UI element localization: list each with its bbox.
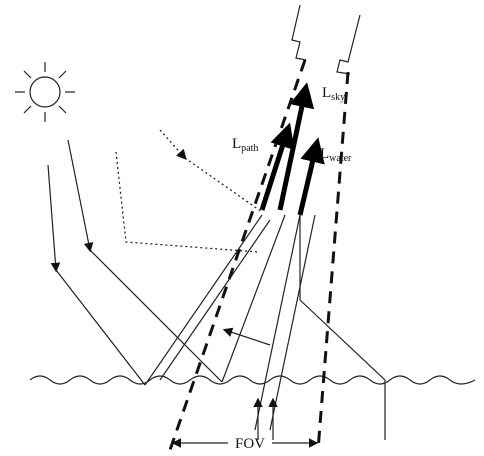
radiance-arrows bbox=[262, 92, 316, 215]
fov-edge bbox=[318, 72, 348, 450]
light-rays bbox=[48, 140, 385, 440]
sun bbox=[15, 62, 75, 122]
label-path: Lpath bbox=[232, 136, 258, 154]
label-fov: FOV bbox=[235, 436, 265, 452]
label-sky: Lsky bbox=[322, 85, 345, 103]
water-surface bbox=[30, 376, 475, 384]
fov-edge bbox=[170, 60, 305, 450]
label-water: Lwater bbox=[320, 146, 352, 164]
diagram: Lpath Lsky Lwater FOV bbox=[0, 0, 484, 456]
